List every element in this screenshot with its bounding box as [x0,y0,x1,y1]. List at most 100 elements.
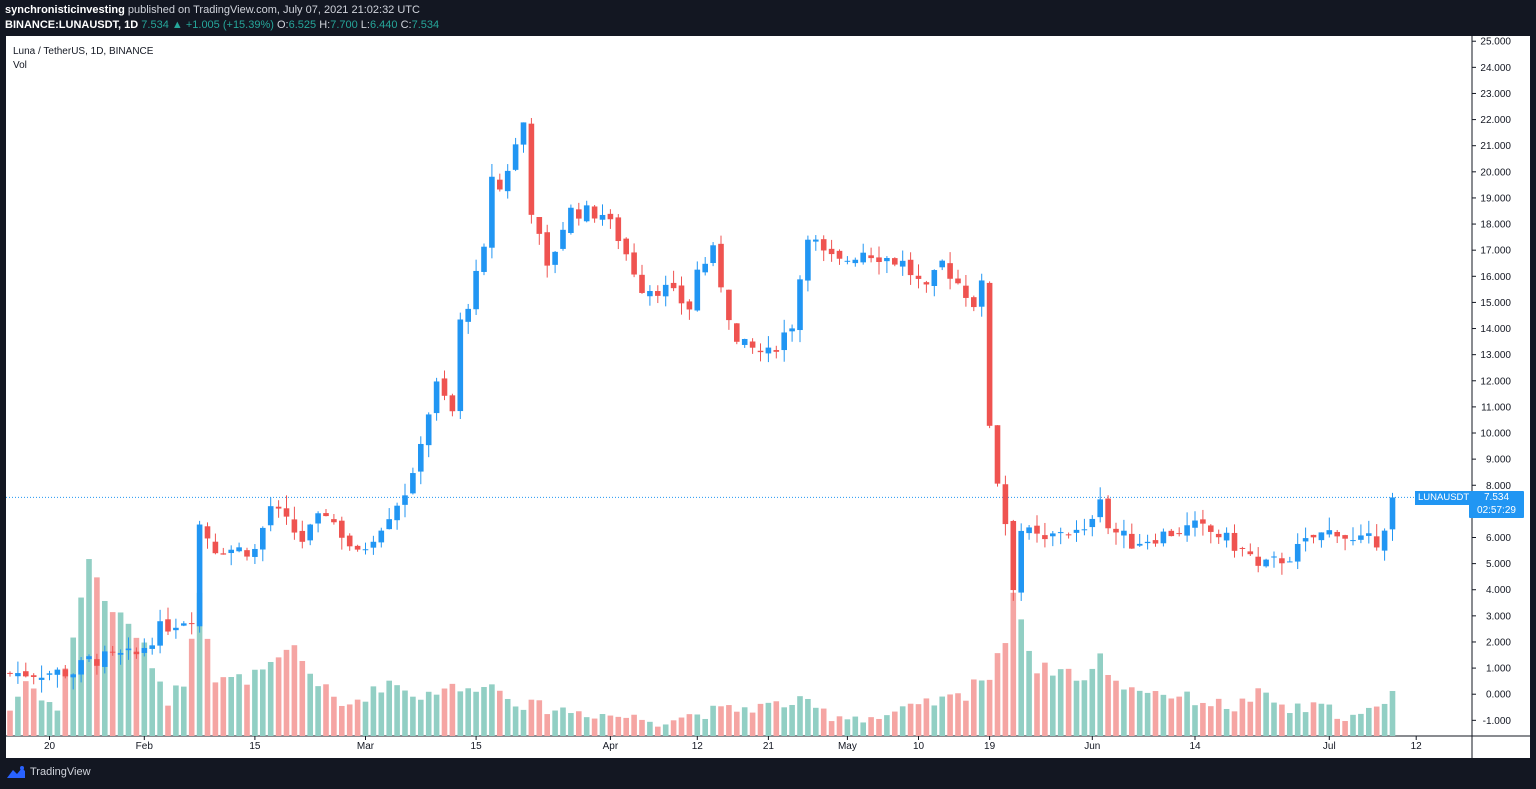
volume-bar [196,592,203,736]
candle-body [1342,535,1348,539]
low-label: L: [360,19,370,31]
last-price: 7.534 [141,19,169,31]
volume-bar [1176,696,1182,736]
x-tick-label: May [838,741,857,752]
y-tick-label: 14.000 [1480,324,1511,335]
candle-body [568,207,574,234]
candle-body [884,257,890,262]
candle-body [173,627,179,631]
volume-bar [836,716,843,736]
candle-body [686,301,693,310]
author-name[interactable]: synchronisticinvesting [5,4,125,16]
x-tick-label: Apr [603,741,619,752]
price-chart[interactable]: 25.000 24.000 23.000 22.000 21.000 20.000 19.0… [6,36,1530,758]
candle-body [789,328,795,332]
volume-bar [1018,619,1024,736]
volume-bar [1342,721,1348,736]
volume-bar [1255,688,1261,736]
candle-body [441,378,448,396]
tradingview-brand[interactable]: TradingView [6,765,91,779]
candle-body [876,257,882,263]
candle-body [1223,532,1230,541]
candle-body [1334,531,1340,537]
candle-body [165,619,171,632]
volume-bar [757,703,764,736]
change-arrow-icon: ▲ [171,19,183,31]
candle-body [370,541,377,548]
symbol-price-tag: LUNAUSDT [1415,491,1473,505]
volume-bar [481,687,487,736]
volume-bar [54,710,61,736]
candle-body [702,263,708,273]
volume-bar [899,706,906,736]
x-tick-label: 19 [984,741,996,752]
candle-body [1089,518,1096,528]
volume-bar [591,718,598,736]
volume-bar [599,714,606,736]
volume-bar [1050,675,1056,736]
volume-bar [141,642,148,736]
chart-area[interactable]: 25.000 24.000 23.000 22.000 21.000 20.000 19.0… [6,36,1530,758]
candle-body [117,652,124,655]
candle-body [433,381,440,414]
volume-bar [157,681,163,736]
candle-body [228,549,234,554]
candle-body [70,674,76,678]
candle-body [986,282,993,426]
candle-body [694,269,701,311]
volume-bar [1366,707,1372,736]
candle-body [741,339,748,345]
candle-body [1026,527,1032,534]
candle-body [994,425,1001,484]
x-tick-label: 15 [249,741,261,752]
candle-body [1366,533,1372,536]
y-tick-label: 1.000 [1486,664,1511,675]
volume-bar [23,681,29,736]
volume-bar [536,700,543,736]
candle-body [23,671,29,677]
volume-bar [165,705,171,736]
volume-bar [978,680,985,736]
volume-bar [1034,673,1040,736]
candle-body [1381,530,1388,551]
candle-body [1168,530,1175,537]
volume-bar [1318,703,1325,736]
candle-body [473,270,479,310]
price-change: +1.005 (+15.39%) [185,19,274,31]
candle-body [1350,540,1356,542]
y-tick-label: 12.000 [1480,376,1511,387]
candle-body [868,255,874,259]
candle-body [62,669,69,677]
y-tick-label: 21.000 [1480,141,1511,152]
x-tick-label: Jun [1084,741,1100,752]
volume-bar [544,714,550,736]
volume-bar [1192,705,1198,736]
candle-body [631,252,637,275]
volume-bar [607,715,614,736]
volume-bar [465,688,471,736]
volume-bar [244,684,250,736]
volume-bar [117,612,124,736]
candle-body [1231,532,1238,551]
candle-body [971,297,977,308]
volume-bar [1223,708,1230,736]
candle-body [418,443,424,472]
volume-bar [109,612,116,736]
volume-bar [583,717,590,736]
volume-bar [339,705,345,736]
candle-body [544,232,550,266]
volume-bar [1105,674,1111,736]
volume-bar [1129,687,1135,736]
candle-body [765,347,772,354]
high-label: H: [319,19,331,31]
candle-body [1081,529,1088,531]
volume-bar [252,669,258,736]
candle-body [236,547,242,552]
candle-body [339,520,345,538]
volume-bar [204,638,211,736]
candle-body [1160,531,1167,544]
candle-body [362,549,369,551]
candle-body [1018,530,1024,593]
volume-bar [1081,680,1088,736]
volume-bar [1381,703,1388,736]
